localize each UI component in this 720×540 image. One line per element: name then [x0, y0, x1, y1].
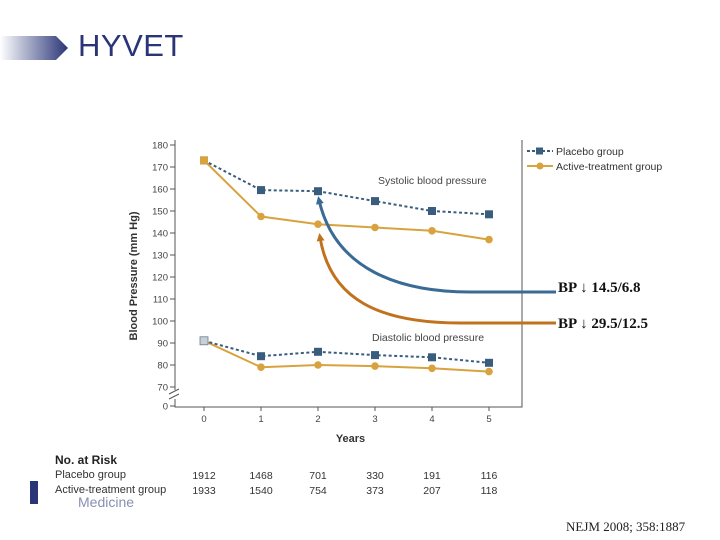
risk-value: 330 [366, 470, 384, 482]
placebo-arrow [315, 196, 556, 294]
chart-labels: Years Blood Pressure (mm Hg) Systolic bloo… [128, 146, 662, 445]
y-tick-label: 150 [152, 207, 168, 218]
data-point [314, 187, 322, 196]
data-point [200, 156, 208, 165]
annotation-arrows [315, 196, 556, 325]
risk-value: 207 [423, 485, 441, 497]
data-point [428, 364, 436, 373]
series-line-systolic [203, 159, 490, 241]
active-arrow [316, 233, 556, 325]
x-tick-label: 2 [315, 414, 320, 425]
data-point [257, 352, 265, 361]
axis-break-mark [168, 393, 180, 400]
data-point [314, 347, 322, 356]
y-tick-label: 80 [157, 361, 168, 372]
data-point [314, 361, 322, 369]
data-point [485, 235, 493, 244]
y-tick-label: 140 [152, 229, 168, 240]
y-tick-label: 180 [152, 141, 168, 152]
y-axis-label: Blood Pressure (mm Hg) [128, 211, 140, 340]
risk-value: 191 [423, 470, 441, 482]
data-point [371, 362, 379, 370]
series-line-diastolic [203, 339, 490, 364]
y-tick-label: 70 [157, 383, 168, 394]
risk-value: 1933 [192, 485, 216, 497]
data-point [428, 207, 436, 215]
x-tick-label: 3 [372, 414, 377, 425]
data-point [314, 220, 322, 228]
data-point [257, 186, 265, 195]
data-point [428, 227, 436, 235]
diastolic-label: Diastolic blood pressure [372, 332, 484, 344]
y-tick-label: 90 [157, 339, 168, 350]
axis-break-mark [168, 388, 180, 395]
risk-value: 1540 [249, 485, 273, 497]
data-point [485, 210, 493, 219]
slide-title: HYVET [78, 28, 184, 63]
plot-frame [174, 140, 523, 408]
legend-marker [536, 162, 544, 170]
x-tick-label: 0 [201, 414, 206, 425]
citation: NEJM 2008; 358:1887 [566, 519, 686, 534]
data-point [371, 351, 379, 360]
data-point [428, 353, 436, 362]
placebo-bp-reduction: BP ↓ 14.5/6.8 [558, 280, 641, 296]
risk-value: 373 [366, 485, 384, 497]
active-bp-reduction: BP ↓ 29.5/12.5 [558, 316, 649, 332]
systolic-label: Systolic blood pressure [378, 175, 487, 187]
chart-series [199, 156, 493, 376]
risk-label-placebo: Placebo group [55, 469, 126, 481]
risk-value: 754 [309, 485, 327, 497]
data-point [199, 336, 209, 346]
title-accent-bar [0, 36, 68, 60]
x-axis-label: Years [336, 433, 365, 445]
y-tick-label: 0 [163, 402, 168, 413]
risk-label-active: Active-treatment group [55, 484, 167, 496]
data-point [371, 197, 379, 206]
y-tick-label: 170 [152, 163, 168, 174]
data-point [371, 223, 379, 232]
series-line-diastolic [203, 339, 490, 373]
risk-value: 116 [480, 470, 498, 482]
data-point [257, 363, 265, 372]
legend-label: Active-treatment group [556, 161, 662, 173]
risk-value: 701 [309, 470, 327, 482]
data-point [257, 212, 265, 221]
y-tick-label: 120 [152, 273, 168, 284]
chart-axes [168, 140, 523, 408]
legend-label: Placebo group [556, 146, 624, 158]
legend-marker [536, 147, 543, 155]
data-point [485, 367, 493, 376]
chart-ticks: 0 70 80 90 100 110 120 130 140 150 160 170 180 0 1 2 3 4 5 [152, 141, 492, 426]
x-tick-label: 5 [486, 414, 491, 425]
y-tick-label: 130 [152, 251, 168, 262]
risk-value: 118 [480, 485, 498, 497]
journal-logo-text: Medicine [78, 494, 135, 510]
risk-table-heading: No. at Risk [55, 453, 118, 467]
x-tick-label: 1 [258, 414, 263, 425]
y-tick-label: 160 [152, 185, 168, 196]
journal-logo-mark [30, 481, 38, 504]
risk-value: 1468 [249, 470, 273, 482]
y-tick-label: 110 [153, 295, 168, 306]
y-tick-label: 100 [152, 317, 168, 328]
series-line-systolic [203, 159, 490, 216]
x-tick-label: 4 [429, 414, 434, 425]
risk-value: 1912 [192, 470, 216, 482]
data-point [485, 358, 493, 367]
